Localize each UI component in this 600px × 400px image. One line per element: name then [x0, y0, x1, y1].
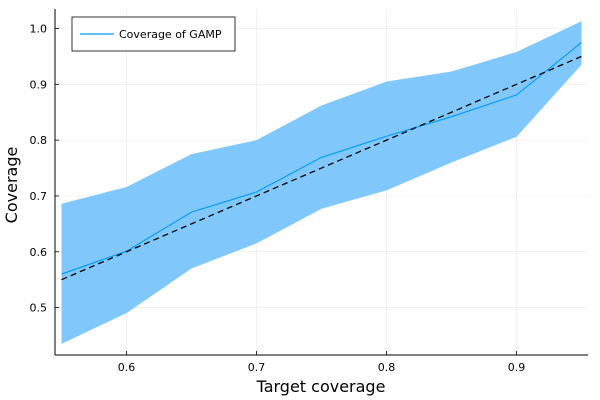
y-tick-label: 1.0 — [30, 23, 48, 36]
confidence-band — [61, 21, 582, 344]
series-layer — [61, 42, 582, 281]
y-tick-label: 0.6 — [30, 246, 48, 259]
y-tick-label: 0.9 — [30, 78, 48, 91]
x-tick-label: 0.7 — [248, 361, 266, 374]
x-tick-labels: 0.6 0.7 0.8 0.9 — [118, 361, 526, 374]
legend: Coverage of GAMP — [71, 16, 236, 52]
x-tick-label: 0.6 — [118, 361, 136, 374]
y-tick-labels: 0.5 0.6 0.7 0.8 0.9 1.0 — [30, 23, 48, 315]
y-tick-label: 0.7 — [30, 190, 48, 203]
y-tick-label: 0.5 — [30, 302, 48, 315]
x-tick-label: 0.8 — [378, 361, 396, 374]
x-axis-title: Target coverage — [256, 377, 386, 396]
axes — [54, 9, 588, 356]
y-tick-label: 0.8 — [30, 134, 48, 147]
confidence-band-layer — [61, 21, 582, 344]
legend-label: Coverage of GAMP — [119, 28, 222, 41]
x-tick-label: 0.9 — [508, 361, 526, 374]
y-axis-title: Coverage — [2, 147, 21, 224]
